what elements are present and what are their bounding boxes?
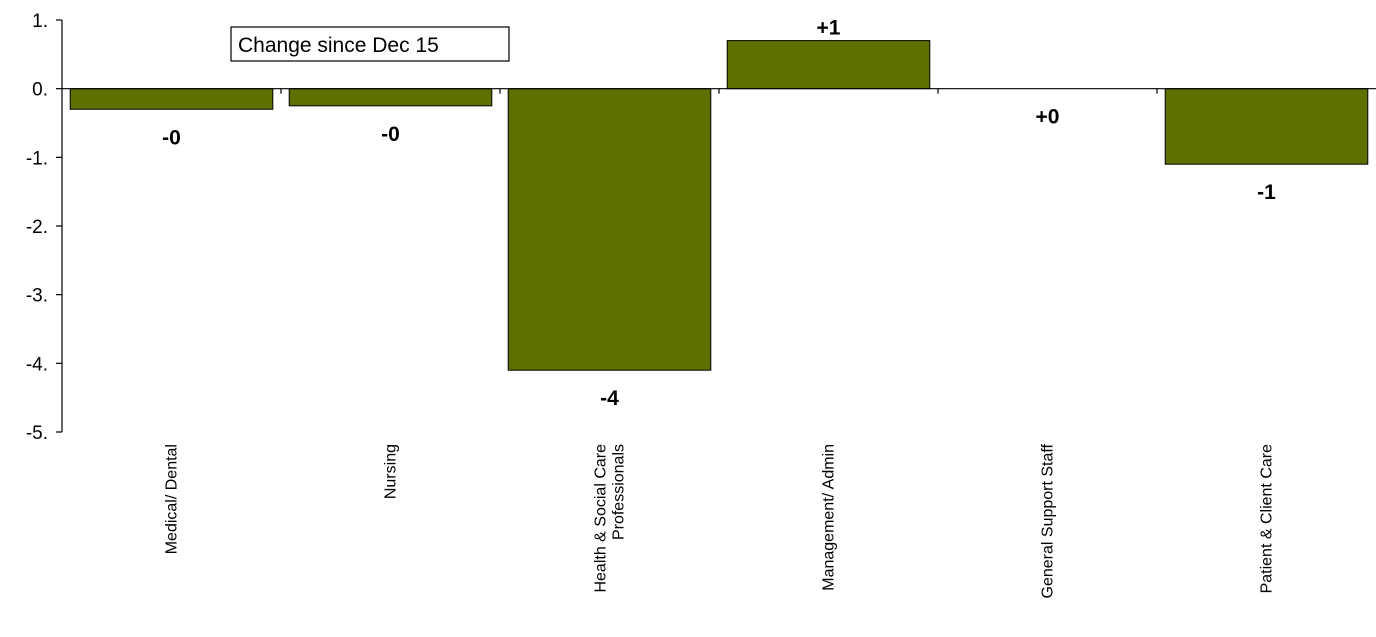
y-tick-label: -4. — [26, 354, 48, 375]
legend-text: Change since Dec 15 — [238, 34, 439, 57]
category-label: Nursing — [383, 444, 400, 499]
data-label: -0 — [381, 123, 400, 146]
y-tick-label: -5. — [26, 423, 48, 444]
svg-text:Medical/ Dental: Medical/ Dental — [164, 444, 181, 554]
bar — [726, 40, 931, 90]
y-tick-label: -2. — [26, 217, 48, 238]
svg-text:Nursing: Nursing — [383, 444, 400, 499]
category-label: Health & Social CareProfessionals — [593, 444, 628, 593]
svg-text:Management/ Admin: Management/ Admin — [821, 444, 838, 591]
y-tick-label: 0. — [32, 80, 48, 101]
legend-box: Change since Dec 15 — [230, 26, 510, 62]
bar — [288, 88, 493, 107]
svg-text:General Support Staff: General Support Staff — [1040, 443, 1057, 598]
category-label: General Support Staff — [1040, 443, 1057, 598]
bars — [69, 40, 1369, 371]
data-label: +0 — [1036, 106, 1060, 129]
bar — [69, 88, 274, 110]
y-tick-label: -3. — [26, 286, 48, 307]
data-label: -4 — [600, 387, 619, 410]
category-label: Medical/ Dental — [164, 444, 181, 554]
zero-baseline — [62, 88, 1376, 94]
y-tick-label: -1. — [26, 148, 48, 169]
data-label: -0 — [162, 126, 181, 149]
data-label: -1 — [1257, 181, 1276, 204]
bar — [1164, 88, 1369, 165]
svg-text:Patient & Client Care: Patient & Client Care — [1259, 444, 1276, 594]
svg-text:Health & Social CareProfession: Health & Social CareProfessionals — [593, 444, 628, 593]
bar — [507, 88, 712, 371]
data-label: +1 — [817, 17, 841, 40]
category-labels: Medical/ Dental Nursing Health & Social Ca… — [164, 443, 1276, 598]
y-axis: 1. 0. -1. -2. -3. -4. -5. — [26, 11, 63, 444]
category-label: Management/ Admin — [821, 444, 838, 591]
data-labels: -0 -0 -4 +1 +0 -1 — [162, 17, 1276, 411]
category-label: Patient & Client Care — [1259, 444, 1276, 594]
y-tick-label: 1. — [32, 11, 48, 32]
